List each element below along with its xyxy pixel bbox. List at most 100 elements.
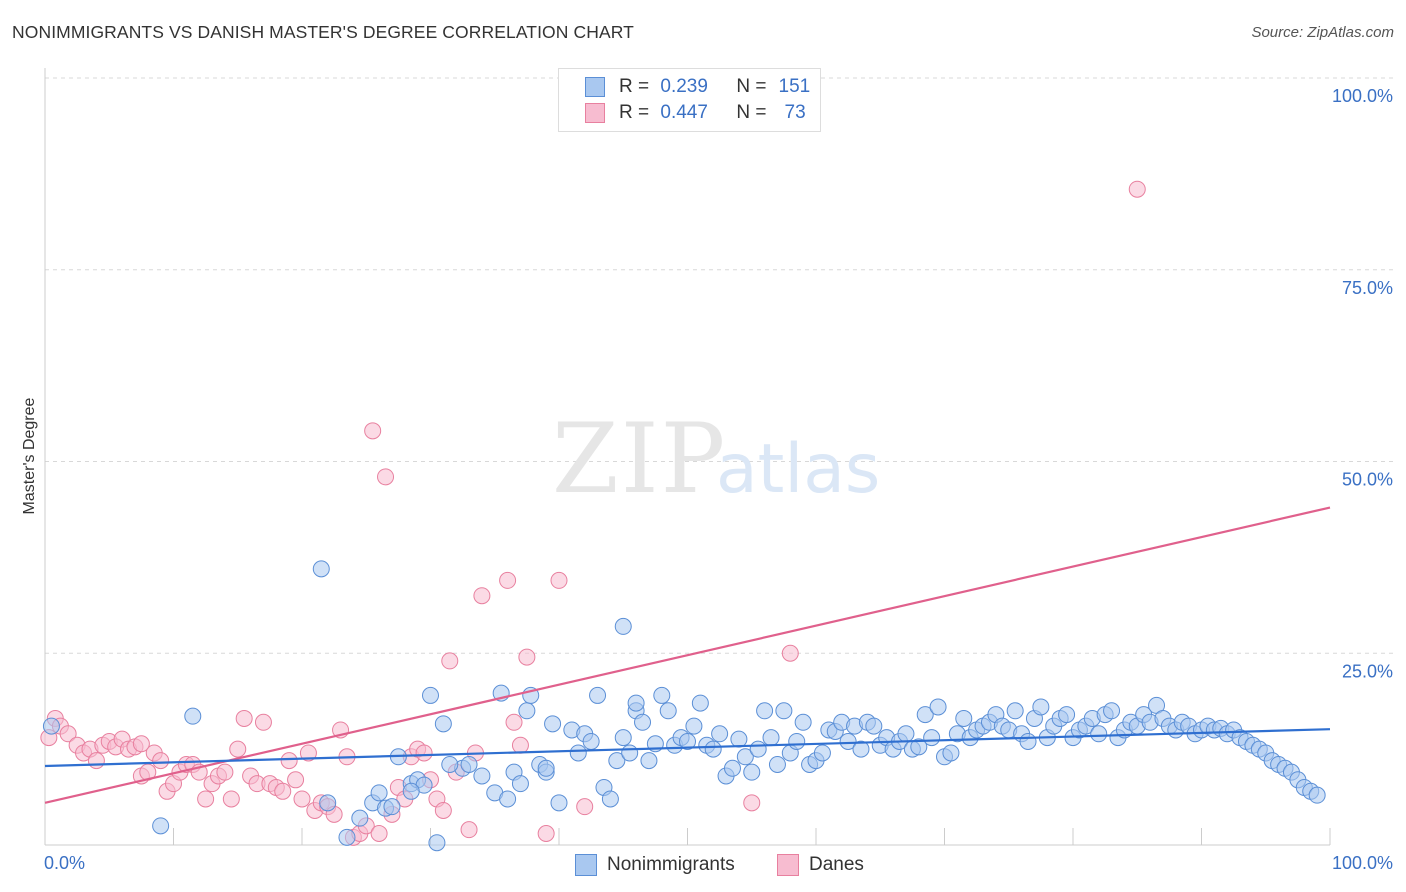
- legend-r-label: R =: [619, 76, 650, 97]
- nonimmigrants-point: [312, 560, 330, 578]
- nonimmigrants-point: [589, 686, 607, 704]
- nonimmigrants-point: [1103, 702, 1121, 720]
- danes-point: [499, 571, 517, 589]
- nonimmigrants-point: [441, 755, 459, 773]
- nonimmigrants-point: [537, 759, 555, 777]
- nonimmigrants-point: [428, 834, 446, 852]
- nonimmigrants-point: [460, 755, 478, 773]
- danes-point: [1128, 180, 1146, 198]
- legend-row-danes: R = 0.447 N = 73: [585, 101, 806, 125]
- nonimmigrants-point: [659, 702, 677, 720]
- nonimmigrants-point: [473, 767, 491, 785]
- nonimmigrants-point: [511, 775, 529, 793]
- nonimmigrants-point: [370, 784, 388, 802]
- legend-n-label: N =: [736, 76, 767, 97]
- nonimmigrants-point: [383, 798, 401, 816]
- danes-point: [370, 824, 388, 842]
- danes-point: [364, 422, 382, 440]
- x-tick-label: 100.0%: [1332, 853, 1393, 873]
- nonimmigrants-point: [839, 732, 857, 750]
- danes-point: [537, 824, 555, 842]
- watermark-atlas: atlas: [716, 430, 880, 509]
- nonimmigrants-point: [402, 782, 420, 800]
- nonimmigrants-point: [730, 730, 748, 748]
- legend: R = 0.239 N = 151 R = 0.447 N = 73: [558, 68, 821, 132]
- nonimmigrants-point: [691, 694, 709, 712]
- nonimmigrants-point: [621, 744, 639, 762]
- nonimmigrants-point: [1019, 732, 1037, 750]
- nonimmigrants-point: [601, 790, 619, 808]
- bottom-legend-danes: Danes: [777, 852, 864, 878]
- nonimmigrants-point: [736, 748, 754, 766]
- danes-point: [229, 740, 247, 758]
- nonimmigrants-point: [1032, 698, 1050, 716]
- bottom-legend-label-danes: Danes: [809, 854, 864, 875]
- nonimmigrants-point: [865, 717, 883, 735]
- nonimmigrants-point: [756, 702, 774, 720]
- nonimmigrants-point: [794, 713, 812, 731]
- nonimmigrants-point: [608, 752, 626, 770]
- danes-point: [235, 709, 253, 727]
- legend-n-label: N =: [736, 102, 767, 123]
- nonimmigrants-point: [518, 702, 536, 720]
- nonimmigrants-point: [544, 715, 562, 733]
- nonimmigrants-point: [704, 740, 722, 758]
- nonimmigrants-point: [711, 725, 729, 743]
- danes-point: [59, 725, 77, 743]
- danes-point: [473, 587, 491, 605]
- legend-n-value: 151: [778, 76, 811, 97]
- nonimmigrants-point: [152, 817, 170, 835]
- nonimmigrants-point: [955, 709, 973, 727]
- legend-swatch-blue: [585, 77, 605, 97]
- danes-point: [254, 713, 272, 731]
- legend-r-value: 0.447: [660, 102, 708, 123]
- danes-point: [550, 571, 568, 589]
- watermark-zip: ZIP: [552, 403, 727, 515]
- danes-point: [377, 468, 395, 486]
- nonimmigrants-point: [897, 725, 915, 743]
- nonimmigrants-point: [929, 698, 947, 716]
- bottom-legend-nonimmigrants: Nonimmigrants: [575, 852, 735, 878]
- nonimmigrants-point: [749, 740, 767, 758]
- nonimmigrants-point: [614, 617, 632, 635]
- x-tick-label: 0.0%: [44, 853, 85, 873]
- nonimmigrants-point: [910, 738, 928, 756]
- nonimmigrants-point: [685, 717, 703, 735]
- y-axis-label: Master's Degree: [21, 397, 38, 514]
- danes-point: [222, 790, 240, 808]
- nonimmigrants-point: [627, 694, 645, 712]
- nonimmigrants-point: [1058, 706, 1076, 724]
- nonimmigrants-point: [923, 729, 941, 747]
- bottom-legend-swatch-pink: [777, 854, 799, 876]
- legend-r-label: R =: [619, 102, 650, 123]
- legend-row-nonimmigrants: R = 0.239 N = 151: [585, 75, 810, 99]
- nonimmigrants-point: [942, 744, 960, 762]
- nonimmigrants-point: [550, 794, 568, 812]
- danes-point: [460, 821, 478, 839]
- danes-point: [216, 763, 234, 781]
- y-tick-label: 100.0%: [1332, 86, 1393, 106]
- danes-point: [781, 644, 799, 662]
- nonimmigrants-point: [640, 752, 658, 770]
- danes-point: [293, 790, 311, 808]
- y-tick-label: 50.0%: [1342, 470, 1393, 490]
- nonimmigrants-point: [788, 732, 806, 750]
- danes-point: [132, 735, 150, 753]
- legend-swatch-pink: [585, 103, 605, 123]
- nonimmigrants-point: [582, 732, 600, 750]
- nonimmigrants-point: [499, 790, 517, 808]
- nonimmigrants-point: [916, 706, 934, 724]
- nonimmigrants-point: [422, 686, 439, 704]
- nonimmigrants-point: [813, 744, 831, 762]
- nonimmigrants-point: [634, 713, 652, 731]
- nonimmigrants-point: [852, 740, 870, 758]
- danes-point: [152, 752, 170, 770]
- danes-point: [441, 652, 459, 670]
- nonimmigrants-point: [184, 707, 202, 725]
- danes-point: [415, 744, 433, 762]
- nonimmigrants-point: [1090, 725, 1108, 743]
- nonimmigrants-point: [768, 755, 786, 773]
- nonimmigrants-point: [1308, 786, 1326, 804]
- danes-point: [87, 752, 105, 770]
